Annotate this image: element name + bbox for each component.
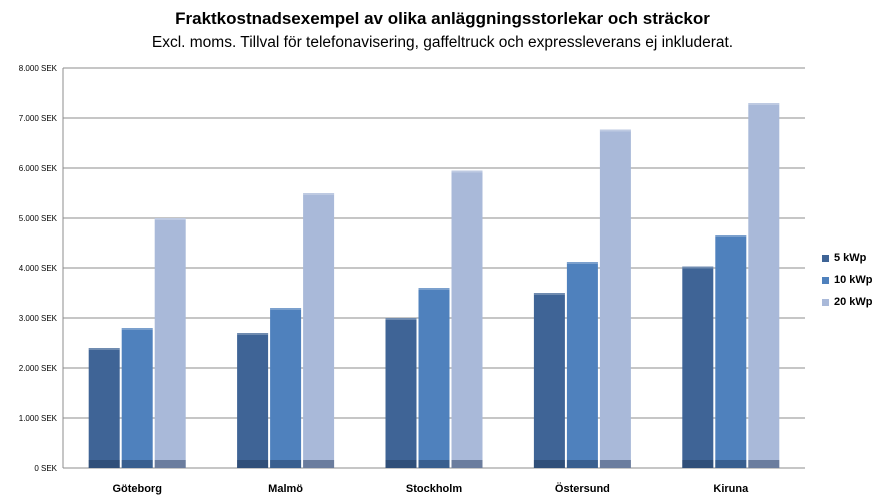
bar	[418, 288, 450, 468]
bar-highlight	[154, 218, 186, 220]
y-tick-label: 6.000 SEK	[19, 164, 58, 173]
bar	[303, 193, 335, 468]
bar-highlight	[418, 288, 450, 290]
bar	[599, 129, 631, 468]
bar	[533, 293, 565, 468]
y-tick-label: 0 SEK	[34, 464, 57, 473]
chart-subtitle: Excl. moms. Tillval för telefonavisering…	[151, 34, 734, 51]
legend-label: 5 kWp	[834, 252, 867, 264]
bar-highlight	[237, 333, 269, 335]
y-tick-label: 2.000 SEK	[19, 364, 58, 373]
bar	[682, 266, 714, 468]
y-tick-label: 5.000 SEK	[19, 214, 58, 223]
y-tick-label: 1.000 SEK	[19, 414, 58, 423]
bar-highlight	[748, 103, 780, 105]
bar-base	[303, 460, 335, 468]
legend-label: 10 kWp	[834, 274, 873, 286]
bar-base	[533, 460, 565, 468]
bar-base	[682, 460, 714, 468]
bar-base	[451, 460, 483, 468]
bar-highlight	[385, 318, 417, 320]
legend-entry: 20 kWp	[822, 291, 873, 313]
legend-entry: 5 kWp	[822, 247, 873, 269]
bar-base	[566, 460, 598, 468]
bar-highlight	[303, 193, 335, 195]
y-tick-label: 3.000 SEK	[19, 314, 58, 323]
bar-highlight	[451, 170, 483, 173]
bar-base	[715, 460, 747, 468]
x-tick-label: Malmö	[268, 483, 303, 495]
bar-highlight	[533, 293, 565, 295]
bar	[88, 348, 120, 468]
legend-swatch	[822, 298, 829, 306]
bar	[715, 235, 747, 468]
x-tick-label: Stockholm	[406, 483, 462, 495]
bar-highlight	[270, 308, 302, 310]
bar-base	[154, 460, 186, 468]
bar-base	[748, 460, 780, 468]
bar	[270, 308, 302, 468]
bar	[121, 328, 153, 468]
chart-title: Fraktkostnadsexempel av olika anläggning…	[175, 9, 710, 28]
bar-base	[237, 460, 269, 468]
x-tick-label: Göteborg	[112, 483, 162, 495]
bar-highlight	[682, 266, 714, 269]
legend-entry: 10 kWp	[822, 269, 873, 291]
bar-highlight	[88, 348, 120, 350]
legend-swatch	[822, 254, 829, 262]
bar-highlight	[566, 262, 598, 264]
bar-base	[121, 460, 153, 468]
bar-highlight	[121, 328, 153, 330]
x-tick-label: Kiruna	[713, 483, 749, 495]
y-tick-label: 8.000 SEK	[19, 64, 58, 73]
bar	[566, 262, 598, 468]
bar-base	[270, 460, 302, 468]
y-tick-label: 7.000 SEK	[19, 114, 58, 123]
bar-highlight	[599, 129, 631, 132]
x-tick-label: Östersund	[555, 482, 610, 495]
bar	[451, 170, 483, 468]
bar-base	[385, 460, 417, 468]
legend-swatch	[822, 276, 829, 284]
bar	[748, 103, 780, 468]
bar-base	[599, 460, 631, 468]
bar	[237, 333, 269, 468]
y-tick-label: 4.000 SEK	[19, 264, 58, 273]
bar	[154, 218, 186, 468]
bar	[385, 318, 417, 468]
legend-label: 20 kWp	[834, 296, 873, 308]
bar-base	[418, 460, 450, 468]
bar-highlight	[715, 235, 747, 237]
chart-legend: 5 kWp 10 kWp 20 kWp	[822, 247, 873, 313]
bar-base	[88, 460, 120, 468]
